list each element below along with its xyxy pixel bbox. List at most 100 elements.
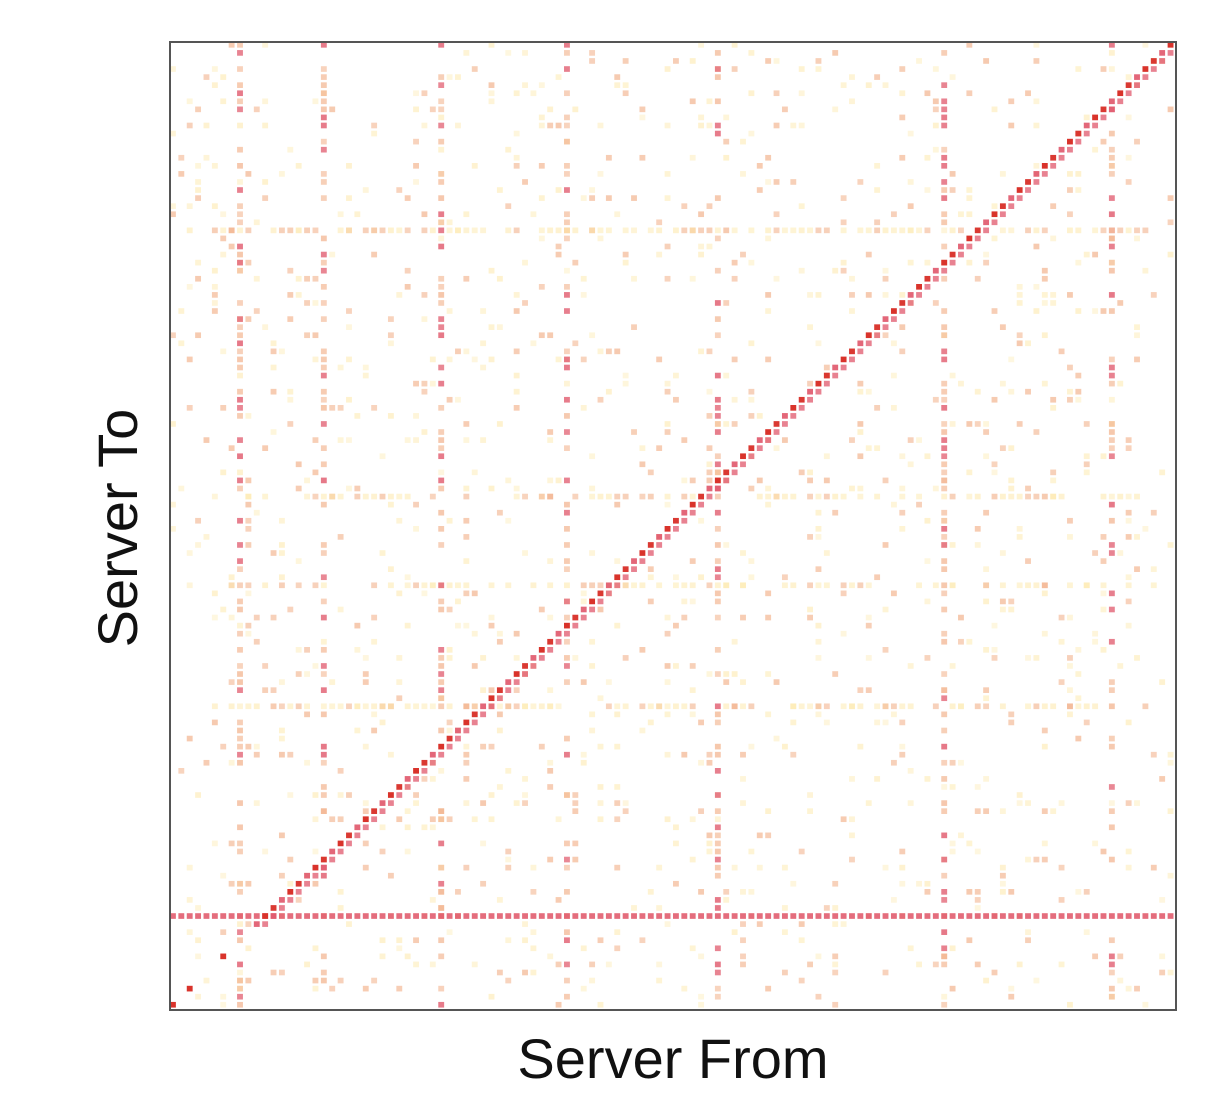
heatmap-cell: [522, 179, 528, 185]
heatmap-cell: [1016, 792, 1023, 798]
heatmap-cell: [463, 421, 470, 427]
heatmap-cell: [773, 275, 780, 282]
heatmap-cell: [245, 517, 252, 524]
heatmap-cell: [589, 485, 596, 492]
heatmap-cell: [907, 179, 914, 185]
row-cell: [681, 703, 688, 710]
row-cell: [1050, 493, 1057, 500]
diagonal-cell: [723, 477, 730, 484]
diagonal-cell: [488, 695, 495, 702]
column-cell: [564, 364, 570, 371]
heatmap-cell: [949, 74, 956, 80]
column-cell: [1108, 743, 1115, 750]
column-cell: [237, 396, 243, 403]
diagonal-cell: [673, 526, 679, 532]
heatmap-cell: [748, 90, 755, 97]
heatmap-cell: [1134, 332, 1140, 339]
cluster-cell: [170, 1001, 176, 1008]
heatmap-cell: [404, 622, 411, 629]
diagonal-cell: [538, 647, 545, 653]
heatmap-cell: [949, 784, 956, 790]
heatmap-cell: [698, 889, 705, 895]
column-cell: [320, 114, 327, 121]
diagonal-cell: [522, 663, 528, 669]
heatmap-cell: [1108, 66, 1115, 72]
dense-row-cell: [555, 913, 562, 919]
dense-row-cell: [899, 913, 906, 919]
heatmap-cell: [740, 679, 746, 685]
heatmap-cell: [538, 606, 545, 613]
heatmap-cell: [589, 227, 596, 234]
heatmap-cell: [371, 638, 378, 645]
dense-row-cell: [580, 913, 587, 919]
heatmap-cell: [295, 461, 302, 468]
diagonal-cell: [496, 695, 503, 702]
diagonal-cell: [631, 558, 637, 564]
heatmap-cell: [371, 727, 378, 734]
diagonal-cell: [471, 719, 478, 726]
row-cell: [656, 227, 663, 234]
heatmap-cell: [1108, 380, 1115, 387]
heatmap-cell: [706, 461, 713, 468]
heatmap-cell: [698, 348, 705, 355]
column-cell: [1108, 590, 1115, 597]
heatmap-cell: [798, 66, 805, 72]
column-cell: [564, 211, 570, 218]
heatmap-cell: [999, 550, 1006, 556]
heatmap-cell: [748, 259, 755, 266]
row-cell: [823, 703, 830, 710]
heatmap-cell: [1134, 138, 1140, 145]
diagonal-cell: [932, 275, 939, 282]
heatmap-cell: [706, 759, 713, 766]
heatmap-cell: [488, 792, 495, 798]
diagonal-cell: [1067, 146, 1073, 153]
column-cell: [320, 977, 327, 984]
heatmap-cell: [949, 187, 956, 193]
x-axis-label: Server From: [517, 1027, 828, 1090]
column-cell: [714, 509, 721, 516]
diagonal-cell: [580, 606, 587, 613]
heatmap-cell: [362, 364, 369, 371]
diagonal-cell: [941, 267, 948, 274]
heatmap-cell: [186, 897, 193, 903]
heatmap-cell: [421, 380, 428, 387]
heatmap-cell: [455, 889, 461, 895]
row-cell: [312, 582, 319, 589]
column-cell: [320, 671, 327, 677]
heatmap-cell: [580, 985, 587, 992]
dense-row-cell: [547, 913, 554, 919]
diagonal-cell: [505, 679, 512, 685]
diagonal-cell: [631, 566, 637, 572]
diagonal-cell: [270, 913, 277, 919]
row-cell: [538, 703, 545, 710]
column-cell: [237, 82, 243, 88]
heatmap-cell: [463, 348, 470, 355]
column-cell: [237, 840, 243, 847]
dense-row-cell: [513, 913, 520, 919]
heatmap-cell: [362, 187, 369, 193]
heatmap-cell: [220, 211, 227, 218]
heatmap-cell: [371, 122, 378, 129]
heatmap-cell: [983, 695, 990, 702]
column-cell: [941, 396, 948, 403]
heatmap-cell: [639, 114, 646, 121]
heatmap-cell: [379, 703, 386, 710]
column-cell: [1108, 961, 1115, 968]
heatmap-cell: [1067, 187, 1073, 193]
heatmap-cell: [547, 614, 554, 621]
row-cell: [857, 227, 864, 234]
heatmap-cell: [698, 993, 705, 1000]
diagonal-cell: [815, 388, 822, 395]
row-cell: [731, 227, 738, 234]
row-cell: [1108, 493, 1115, 500]
heatmap-cell: [765, 179, 772, 185]
row-cell: [237, 227, 243, 234]
diagonal-cell: [480, 703, 487, 710]
heatmap-cell: [446, 719, 453, 726]
heatmap-cell: [1058, 864, 1065, 871]
heatmap-cell: [748, 388, 755, 395]
row-cell: [974, 493, 981, 500]
column-cell: [320, 388, 327, 395]
column-cell: [1108, 42, 1115, 48]
row-cell: [916, 582, 922, 589]
